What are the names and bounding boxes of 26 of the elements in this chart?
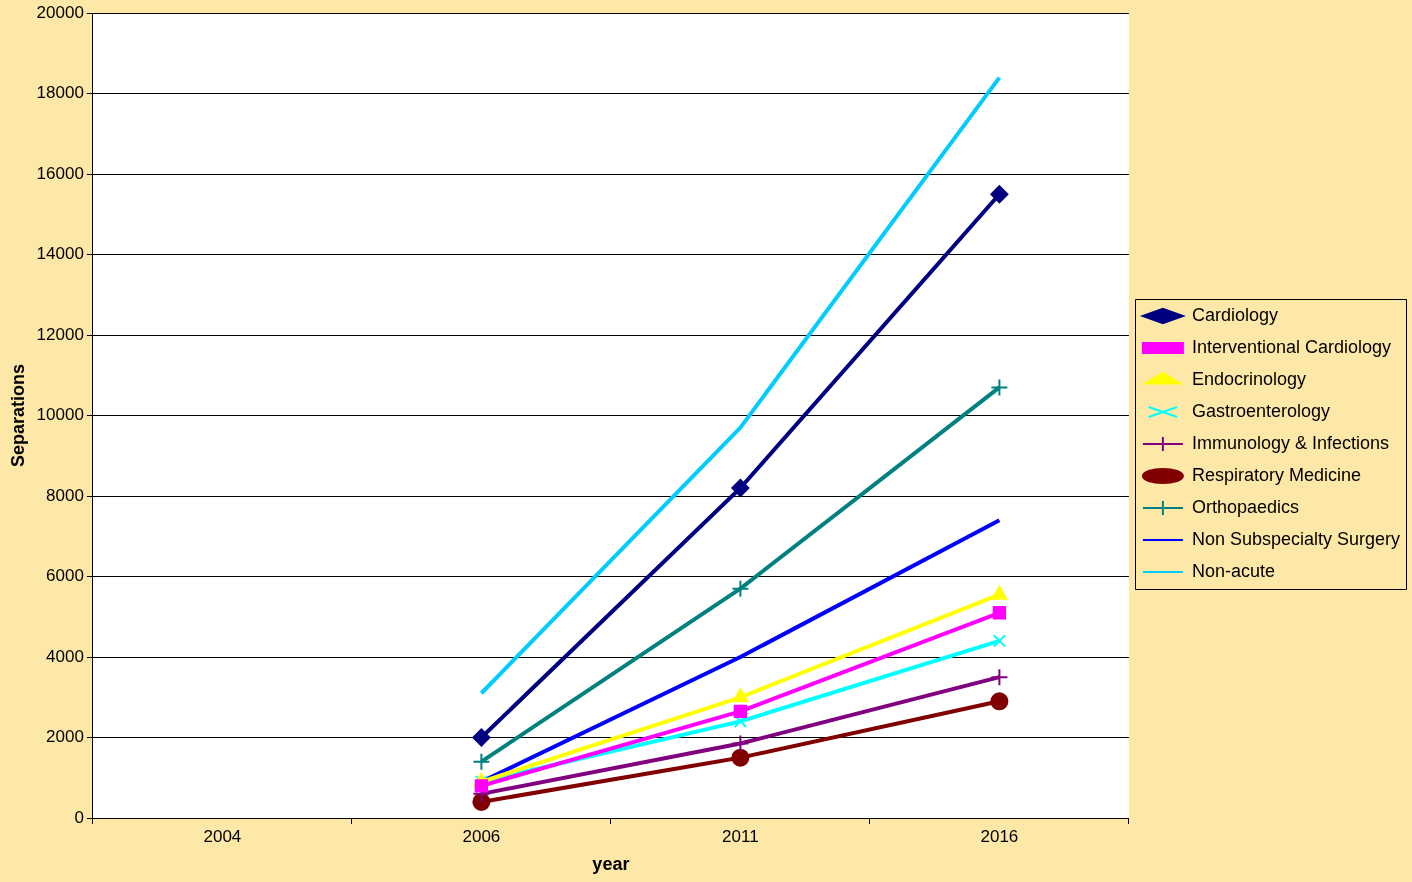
y-tick-label: 4000 [46, 646, 84, 666]
legend-label: Endocrinology [1191, 368, 1306, 389]
x-tick-label: 2004 [203, 826, 242, 846]
y-tick-label: 20000 [36, 2, 84, 22]
legend-label: Immunology & Infections [1191, 432, 1389, 453]
y-tick-label: 8000 [46, 485, 84, 505]
x-tick-label: 2016 [980, 826, 1019, 846]
y-tick-label: 6000 [46, 566, 84, 586]
legend-label: Non Subspecialty Surgery [1191, 528, 1400, 549]
legend-label: Orthopaedics [1191, 496, 1299, 517]
legend-label: Interventional Cardiology [1191, 336, 1392, 357]
legend-label: Cardiology [1191, 304, 1278, 325]
legend-label: Respiratory Medicine [1191, 464, 1361, 485]
legend-label: Gastroenterology [1191, 400, 1330, 421]
legend-label: Non-acute [1191, 560, 1275, 581]
x-tick-label: 2011 [722, 826, 759, 846]
y-tick-label: 12000 [36, 324, 84, 344]
y-tick-label: 2000 [46, 727, 84, 747]
y-tick-label: 18000 [36, 83, 84, 103]
x-tick-label: 2006 [462, 826, 501, 846]
y-tick-label: 0 [74, 807, 84, 827]
y-axis-title: Separations [7, 364, 28, 468]
y-tick-label: 16000 [36, 163, 84, 183]
x-axis-title: year [592, 854, 630, 875]
y-tick-label: 14000 [36, 244, 84, 264]
y-tick-label: 10000 [36, 405, 84, 425]
